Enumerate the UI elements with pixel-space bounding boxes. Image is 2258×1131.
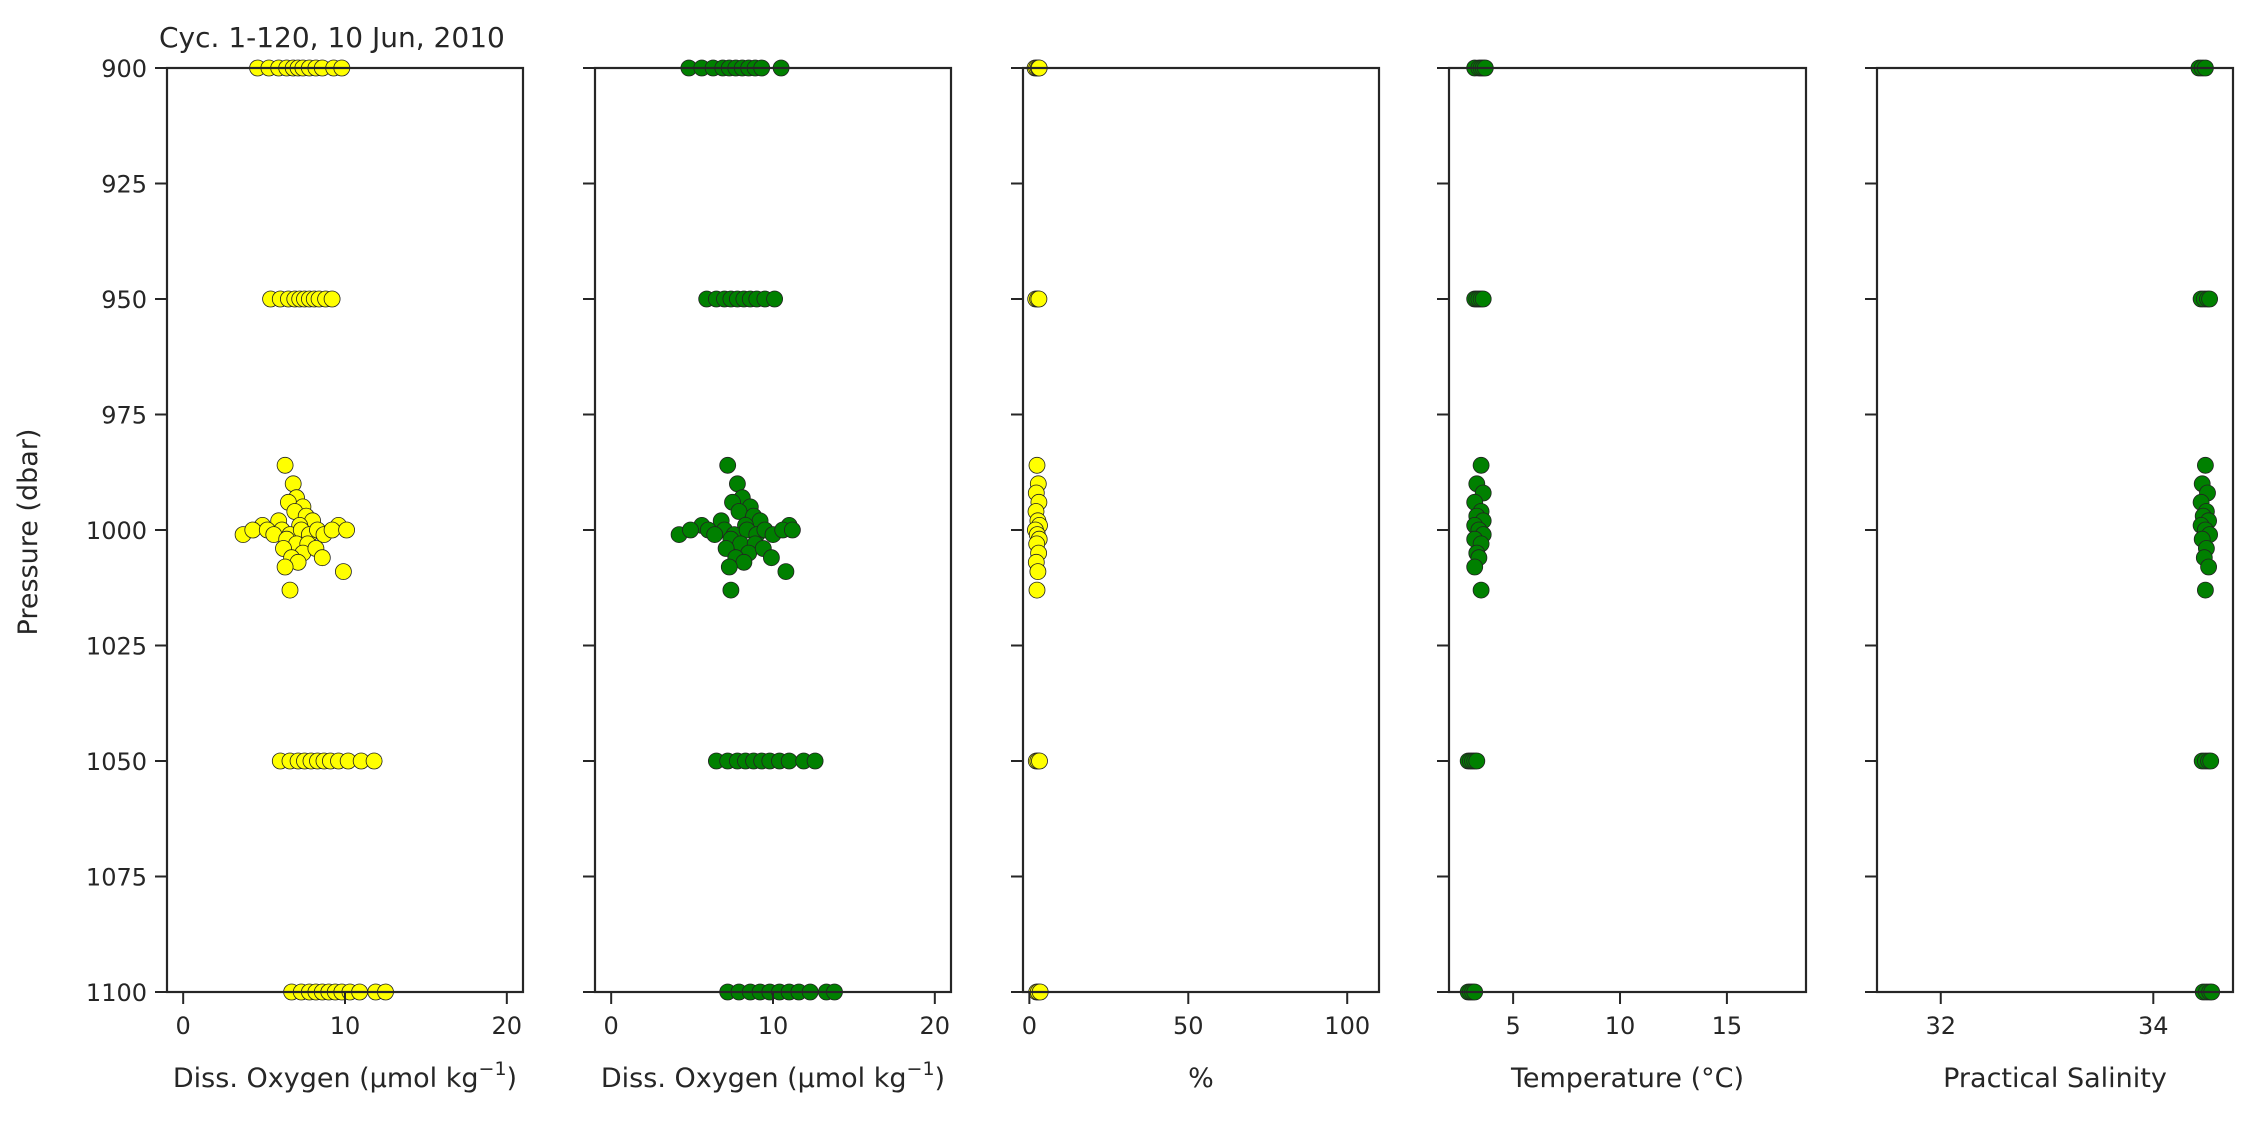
x-axis-label-text: Diss. Oxygen (μmol kg [173, 1063, 479, 1094]
data-point-doxy_adjusted-1050-8 [780, 752, 798, 770]
points-temperature [1459, 59, 1494, 1001]
data-point-salinity-mid-13 [2200, 558, 2218, 576]
y-tick-label-1050: 1050 [86, 748, 147, 776]
x-axis-label-doxy_adjusted: Diss. Oxygen (μmol kg−1) [601, 1058, 945, 1094]
data-point-doxy_adjusted-1050-10 [806, 752, 824, 770]
x-axis-label-close: ) [935, 1063, 946, 1094]
panel-doxy_raw: 900 925 950 975 1000 1025 1050 1075 1100 0 10 20 Dis… [86, 55, 525, 1094]
x-tick-label-salinity-32: 32 [1925, 1012, 1956, 1040]
panel-temperature: 5 10 15 Temperature (°C) [1437, 59, 1808, 1094]
data-point-temperature-mid-15 [1472, 581, 1490, 599]
x-tick-label-doxy_raw-0: 0 [176, 1012, 191, 1040]
x-axis-label-temperature: Temperature (°C) [1510, 1063, 1744, 1094]
x-axis-label-superscript: −1 [907, 1058, 935, 1080]
x-axis-label-text: Diss. Oxygen (μmol kg [601, 1063, 907, 1094]
data-point-salinity-1050-3 [2202, 752, 2220, 770]
data-point-salinity-mid-0 [2196, 456, 2214, 474]
data-point-doxy_raw-mid-22 [338, 521, 356, 539]
x-tick-label-doxy_adjusted-20: 20 [920, 1012, 951, 1040]
data-point-temperature-950-4 [1474, 290, 1492, 308]
data-point-doxy_adjusted-mid-31 [735, 553, 753, 571]
x-axis-label-salinity: Practical Salinity [1943, 1063, 2167, 1094]
points-salinity [2190, 59, 2221, 1001]
data-point-doxy_raw-mid-32 [313, 549, 331, 567]
y-tick-label-900: 900 [101, 55, 147, 83]
x-tick-label-oxygen_saturation-0: 0 [1022, 1012, 1037, 1040]
data-point-salinity-mid-14 [2196, 581, 2214, 599]
data-point-temperature-mid-14 [1466, 558, 1484, 576]
x-tick-label-doxy_adjusted-10: 10 [758, 1012, 789, 1040]
points-doxy_raw [234, 59, 394, 1001]
data-point-doxy_adjusted-mid-0 [719, 456, 737, 474]
x-tick-label-oxygen_saturation-50: 50 [1173, 1012, 1204, 1040]
x-tick-label-doxy_raw-20: 20 [492, 1012, 523, 1040]
x-tick-label-temperature-15: 15 [1712, 1012, 1743, 1040]
x-tick-label-salinity-34: 34 [2138, 1012, 2169, 1040]
y-tick-label-925: 925 [101, 171, 147, 199]
data-point-doxy_adjusted-950-9 [766, 290, 783, 308]
data-point-doxy_raw-mid-21 [323, 521, 341, 539]
x-axis-label-oxygen_saturation: % [1188, 1063, 1214, 1094]
data-point-doxy_adjusted-mid-33 [720, 558, 738, 576]
x-axis-label-text: Temperature (°C) [1510, 1063, 1744, 1094]
x-axis-label-close: ) [507, 1063, 518, 1094]
axes-frame-salinity [1875, 66, 2235, 994]
x-tick-label-temperature-10: 10 [1605, 1012, 1636, 1040]
y-tick-label-975: 975 [101, 402, 147, 430]
data-point-oxygen_saturation-mid-13 [1029, 563, 1047, 580]
axes-frame-oxygen_saturation [1021, 66, 1381, 994]
data-point-doxy_raw-mid-13 [244, 521, 262, 539]
data-point-oxygen_saturation-950-2 [1030, 290, 1048, 308]
data-point-doxy_adjusted-mid-34 [777, 563, 795, 580]
x-tick-label-doxy_adjusted-0: 0 [604, 1012, 619, 1040]
data-point-oxygen_saturation-1050-2 [1031, 752, 1048, 770]
data-point-doxy_raw-1050-11 [365, 752, 383, 770]
data-point-doxy_raw-mid-0 [276, 456, 294, 474]
data-point-doxy_adjusted-mid-22 [784, 521, 801, 539]
y-tick-label-1025: 1025 [86, 633, 147, 661]
points-doxy_adjusted [670, 59, 843, 1001]
panel-doxy_adjusted: 0 10 20 Diss. Oxygen (μmol kg−1) [583, 59, 953, 1094]
data-point-doxy_raw-mid-1 [284, 475, 302, 493]
data-point-oxygen_saturation-mid-0 [1028, 456, 1046, 474]
data-point-salinity-950-3 [2201, 290, 2219, 308]
panel-oxygen_saturation: 0 50 100% [1011, 59, 1381, 1094]
y-axis-label: Pressure (dbar) [13, 429, 44, 636]
x-tick-label-doxy_raw-10: 10 [330, 1012, 361, 1040]
axes-frame-temperature [1447, 66, 1808, 994]
data-point-doxy_adjusted-mid-23 [706, 526, 724, 543]
data-point-doxy_raw-mid-33 [276, 558, 294, 576]
chart-title: Cyc. 1-120, 10 Jun, 2010 [159, 21, 505, 54]
data-point-oxygen_saturation-mid-14 [1028, 581, 1046, 599]
data-point-doxy_raw-mid-34 [334, 563, 352, 580]
data-point-doxy_adjusted-mid-32 [763, 549, 780, 567]
y-tick-label-1075: 1075 [86, 864, 147, 892]
y-tick-label-950: 950 [101, 286, 147, 314]
data-point-doxy_raw-mid-35 [281, 581, 299, 599]
data-point-doxy_adjusted-mid-13 [682, 521, 699, 539]
y-tick-label-1100: 1100 [86, 979, 147, 1007]
x-tick-label-oxygen_saturation-100: 100 [1324, 1012, 1370, 1040]
y-tick-label-1000: 1000 [86, 517, 147, 545]
x-axis-label-superscript: −1 [479, 1058, 507, 1080]
data-point-temperature-1050-4 [1468, 752, 1486, 770]
x-tick-label-temperature-5: 5 [1505, 1012, 1520, 1040]
panel-salinity: 32 34 Practical Salinity [1865, 59, 2235, 1094]
data-point-doxy_raw-950-10 [323, 290, 341, 308]
data-point-temperature-mid-0 [1472, 456, 1490, 474]
points-oxygen_saturation [1026, 59, 1049, 1001]
x-axis-label-text: % [1188, 1063, 1214, 1094]
data-point-doxy_adjusted-mid-35 [722, 581, 740, 599]
x-axis-label-doxy_raw: Diss. Oxygen (μmol kg−1) [173, 1058, 517, 1094]
x-axis-label-text: Practical Salinity [1943, 1063, 2167, 1094]
